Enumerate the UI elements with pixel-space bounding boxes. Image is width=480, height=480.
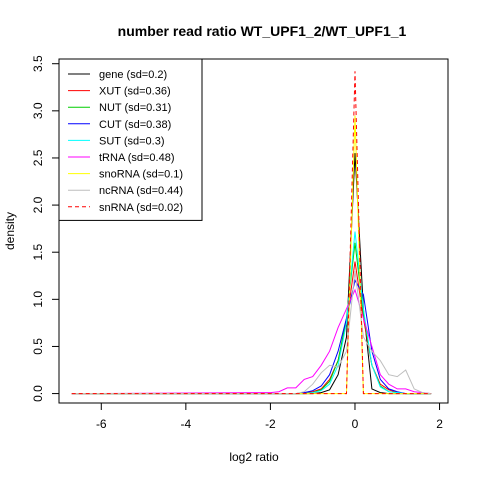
series-line-1: [71, 261, 432, 395]
legend-label: SUT (sd=0.3): [99, 135, 165, 147]
y-tick-label: 0.0: [31, 385, 45, 402]
y-tick-label: 1.5: [31, 244, 45, 261]
series-line-7: [71, 271, 432, 395]
series-layer: [71, 71, 432, 395]
y-axis: 0.0 0.5 1.0 1.5 2.0 2.5 3.0 3.5: [31, 55, 60, 402]
x-tick-label: -2: [265, 417, 276, 431]
y-tick-label: 1.0: [31, 291, 45, 308]
y-axis-label: density: [3, 212, 17, 250]
y-tick-label: 3.0: [31, 102, 45, 119]
x-tick-label: 2: [436, 417, 443, 431]
series-line-5: [71, 288, 432, 395]
x-tick-label: 0: [352, 417, 359, 431]
y-tick-label: 2.0: [31, 196, 45, 213]
x-axis: -6 -4 -2 0 2: [96, 402, 443, 431]
x-tick-label: -4: [181, 417, 192, 431]
series-line-8: [71, 71, 432, 395]
legend-box: [58, 58, 203, 221]
series-line-2: [71, 242, 432, 395]
legend-label: tRNA (sd=0.48): [99, 152, 175, 164]
y-tick-label: 3.5: [31, 55, 45, 72]
chart-title: number read ratio WT_UPF1_2/WT_UPF1_1: [118, 23, 407, 39]
x-axis-label: log2 ratio: [229, 450, 279, 464]
y-tick-label: 0.5: [31, 338, 45, 355]
legend: gene (sd=0.2) XUT (sd=0.36) NUT (sd=0.31) C…: [58, 58, 203, 221]
legend-label: snRNA (sd=0.02): [99, 202, 183, 214]
legend-label: CUT (sd=0.38): [99, 119, 171, 131]
x-tick-label: -6: [96, 417, 107, 431]
y-tick-label: 2.5: [31, 149, 45, 166]
legend-label: snoRNA (sd=0.1): [99, 169, 183, 181]
legend-label: ncRNA (sd=0.44): [99, 185, 183, 197]
legend-label: NUT (sd=0.31): [99, 102, 171, 114]
legend-label: gene (sd=0.2): [99, 69, 167, 81]
legend-label: XUT (sd=0.36): [99, 86, 171, 98]
